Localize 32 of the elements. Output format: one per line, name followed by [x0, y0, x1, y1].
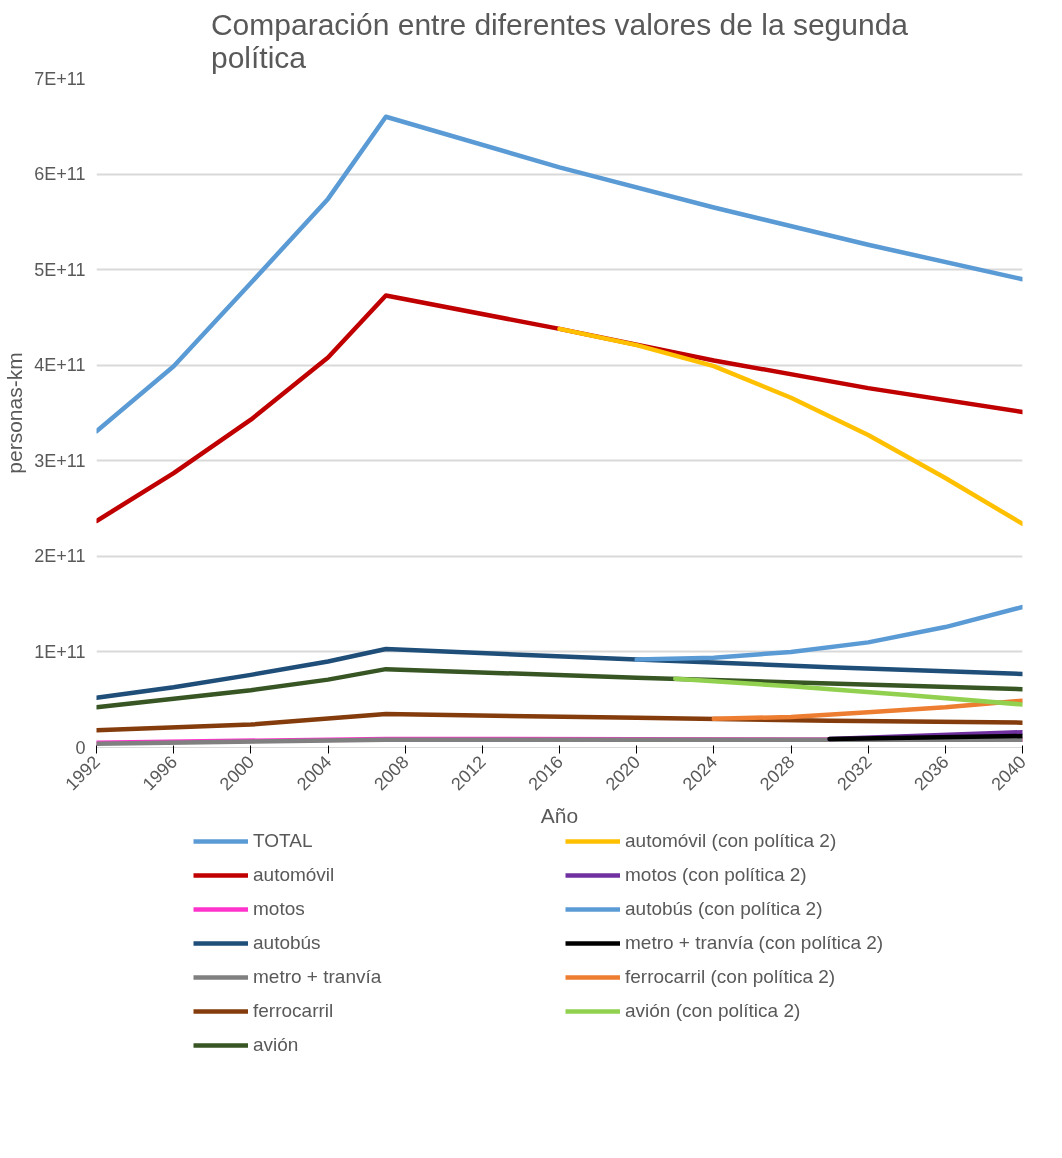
- x-axis-title: Año: [540, 804, 579, 828]
- y-tick-label: 2E+11: [34, 546, 86, 567]
- line-series: [96, 666, 1023, 710]
- legend-label: automóvil: [253, 864, 336, 886]
- line-series: [96, 646, 1023, 701]
- line-series: [557, 326, 1023, 527]
- legend-label: TOTAL: [253, 830, 314, 852]
- y-tick-label: 1E+11: [34, 641, 86, 662]
- legend-label: motos (con política 2): [625, 864, 808, 886]
- line-series: [673, 676, 1023, 707]
- line-series: [96, 114, 1023, 434]
- legend-label: metro + tranvía: [253, 966, 383, 988]
- line-series: [96, 711, 1023, 733]
- y-tick-label: 7E+11: [34, 68, 86, 89]
- y-axis-title: personas-km: [3, 352, 27, 474]
- legend-label: autobús (con política 2): [625, 898, 824, 920]
- legend-label: automóvil (con política 2): [625, 830, 838, 852]
- line-series: [711, 698, 1023, 722]
- legend-label: motos: [253, 898, 306, 920]
- line-series: [634, 604, 1023, 662]
- legend-label: avión: [253, 1034, 300, 1056]
- legend-label: metro + tranvía (con política 2): [625, 932, 885, 954]
- legend-label: avión (con política 2): [625, 1000, 802, 1022]
- y-tick-label: 4E+11: [34, 355, 86, 376]
- y-tick-label: 3E+11: [34, 450, 86, 471]
- y-tick-label: 6E+11: [34, 164, 86, 185]
- y-tick-label: 5E+11: [34, 259, 86, 280]
- legend-label: autobús: [253, 932, 322, 954]
- legend-label: ferrocarril (con política 2): [625, 966, 837, 988]
- y-tick-label: 0: [75, 737, 86, 758]
- legend-label: ferrocarril: [253, 1000, 335, 1022]
- chart-title: Comparación entre diferentes valores de la segunda política: [210, 7, 909, 74]
